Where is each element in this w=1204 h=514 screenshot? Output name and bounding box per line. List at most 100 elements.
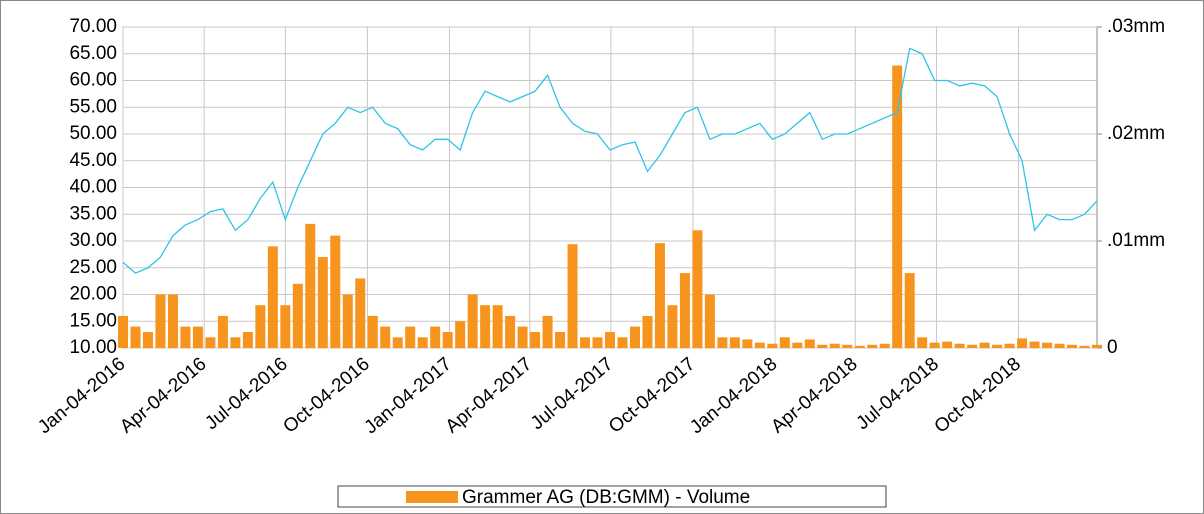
volume-bar (1042, 342, 1053, 348)
y-tick-label: 60.00 (69, 70, 117, 91)
volume-bar (1004, 343, 1015, 348)
volume-bar (155, 294, 166, 348)
volume-bar (767, 343, 778, 348)
volume-bar (505, 315, 516, 348)
volume-bar (904, 273, 915, 348)
volume-bar (867, 344, 878, 348)
volume-bar (305, 223, 316, 348)
volume-bar (692, 230, 703, 348)
volume-bar (430, 326, 441, 348)
y-tick-label: 55.00 (69, 96, 117, 117)
volume-bar (1067, 344, 1078, 348)
volume-bar (717, 337, 728, 348)
y-tick-label: 50.00 (69, 123, 117, 144)
volume-bar (667, 305, 678, 348)
volume-bar (629, 326, 640, 348)
y-tick-label: 35.00 (69, 203, 117, 224)
volume-bar (417, 337, 428, 348)
volume-bar (829, 343, 840, 348)
volume-bar (230, 337, 241, 348)
y2-tick-label: .01mm (1107, 230, 1165, 251)
volume-bar (917, 337, 928, 348)
volume-bar (205, 337, 216, 348)
volume-bar (592, 337, 603, 348)
y-tick-label: 45.00 (69, 150, 117, 171)
volume-bar (292, 283, 303, 348)
volume-bar (317, 257, 328, 348)
volume-bar (555, 331, 566, 348)
volume-bar (642, 315, 653, 348)
y2-tick-label: 0 (1107, 337, 1118, 358)
y-tick-label: 65.00 (69, 43, 117, 64)
legend-swatch (406, 491, 458, 503)
volume-bar (330, 235, 341, 348)
volume-bar (242, 331, 253, 348)
volume-bar (1017, 338, 1028, 348)
volume-bar (392, 337, 403, 348)
y-tick-label: 70.00 (69, 16, 117, 37)
volume-bar (180, 326, 191, 348)
y-tick-label: 25.00 (69, 257, 117, 278)
volume-bar (255, 305, 266, 348)
volume-bar (729, 337, 740, 348)
volume-bar (979, 342, 990, 348)
volume-bar (1092, 344, 1102, 348)
volume-bar (892, 65, 903, 349)
volume-bar (355, 278, 366, 348)
volume-bar (130, 326, 141, 348)
volume-bar (405, 326, 416, 348)
volume-bar (617, 337, 628, 348)
volume-bar (842, 344, 853, 348)
volume-bar (679, 273, 690, 348)
volume-bar (192, 326, 203, 348)
volume-bar (1054, 343, 1065, 348)
volume-bar (754, 342, 765, 348)
y-tick-label: 15.00 (69, 310, 117, 331)
volume-bar (467, 294, 478, 348)
volume-bar (542, 315, 553, 348)
volume-bar (142, 331, 153, 348)
volume-bar (992, 344, 1003, 348)
legend-label: Grammer AG (DB:GMM) - Volume (462, 487, 750, 508)
volume-bar (580, 337, 591, 348)
y2-tick-label: .03mm (1107, 16, 1165, 37)
price-line (122, 47, 1098, 274)
y-tick-label: 10.00 (69, 337, 117, 358)
volume-bar (792, 342, 803, 348)
volume-bar (1029, 341, 1040, 348)
legend: Grammer AG (DB:GMM) - Volume (337, 485, 887, 508)
volume-bar (455, 321, 466, 348)
volume-bar (267, 246, 278, 348)
volume-bar (954, 343, 965, 348)
volume-bar (530, 331, 541, 348)
volume-bar (480, 305, 491, 348)
volume-bar (804, 339, 815, 348)
volume-bar (854, 345, 865, 348)
volume-bar (167, 294, 178, 348)
volume-bar (367, 315, 378, 348)
y-tick-label: 30.00 (69, 230, 117, 251)
volume-bar (929, 342, 940, 348)
volume-bar (704, 294, 715, 348)
y-tick-label: 20.00 (69, 284, 117, 305)
legend-box (337, 485, 887, 508)
volume-bar (742, 339, 753, 348)
volume-bar (1079, 345, 1090, 348)
volume-bar (879, 343, 890, 348)
volume-bar (517, 326, 528, 348)
volume-bar (942, 341, 953, 348)
volume-bar (442, 331, 453, 348)
volume-bar (817, 344, 828, 348)
volume-bar (380, 326, 391, 348)
volume-bar (118, 315, 128, 348)
volume-bar (605, 331, 615, 348)
volume-bar (967, 344, 978, 348)
volume-bar (280, 305, 291, 348)
volume-bar (567, 244, 578, 348)
y2-tick-label: .02mm (1107, 123, 1165, 144)
volume-bar (779, 337, 790, 348)
volume-bar (492, 305, 503, 348)
volume-bar (342, 294, 353, 348)
volume-bar (217, 315, 228, 348)
